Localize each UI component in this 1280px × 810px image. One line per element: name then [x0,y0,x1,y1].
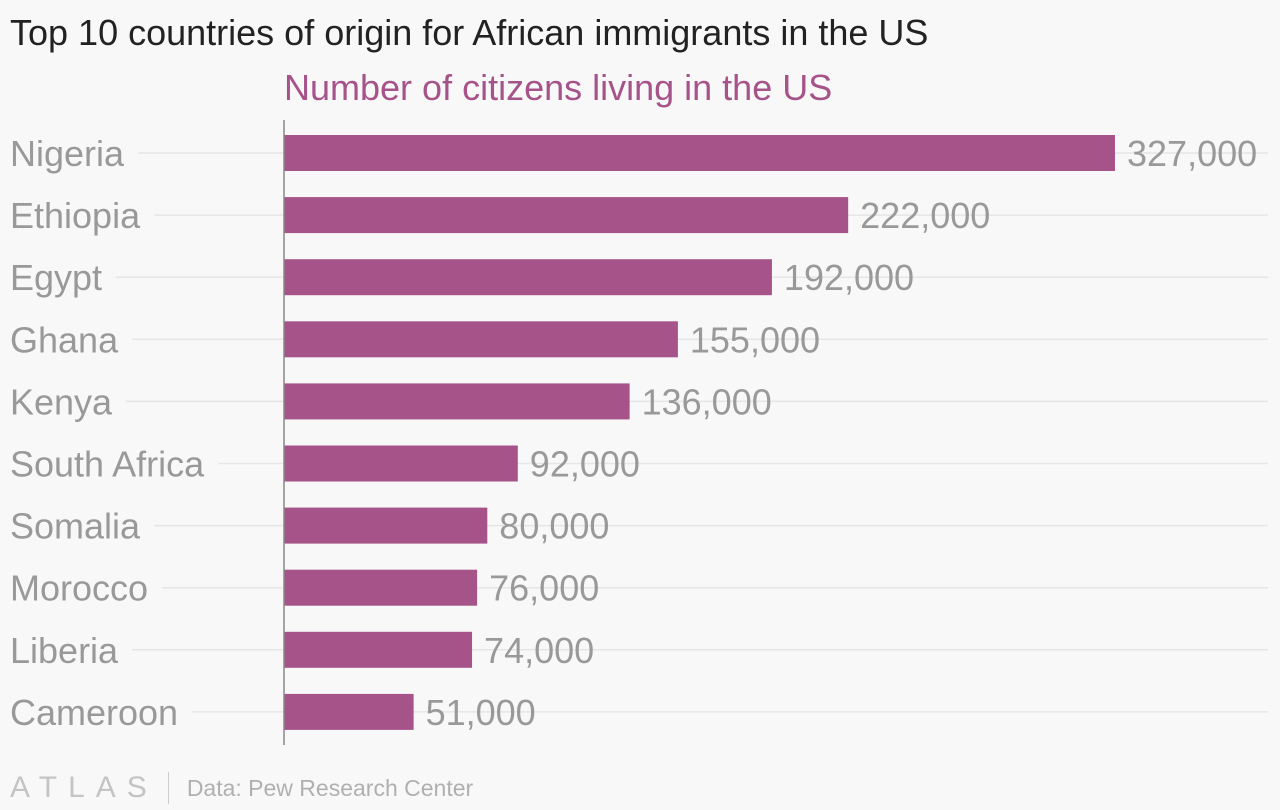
bar [284,259,772,296]
bar-chart: Nigeria 327,000 Ethiopia 222,000 Egypt 192,00… [10,120,1268,745]
category-label: Egypt [10,257,102,298]
bar [284,135,1115,171]
value-label: 92,000 [530,444,640,485]
bar [284,693,414,730]
category-label: Ghana [10,319,119,360]
category-label: Nigeria [10,133,125,174]
chart-subtitle: Number of citizens living in the US [284,67,833,108]
value-label: 80,000 [499,506,609,547]
value-label: 74,000 [484,630,594,671]
atlas-logo: ATLAS [10,771,158,804]
category-label: Kenya [10,381,113,422]
source-note: Data: Pew Research Center [186,774,474,801]
bar [284,383,630,420]
category-label: Cameroon [10,692,178,733]
value-label: 192,000 [784,257,914,298]
value-label: 155,000 [690,319,820,360]
category-label: Somalia [10,506,141,547]
chart-title: Top 10 countries of origin for African i… [10,12,929,53]
category-label: Ethiopia [10,195,141,236]
value-label: 222,000 [860,195,990,236]
bar [284,631,473,668]
category-label: South Africa [10,444,205,485]
footer-divider [167,772,169,804]
value-label: 136,000 [642,381,772,422]
bar [284,321,678,358]
footer: ATLAS Data: Pew Research Center [10,770,473,806]
bar [284,197,849,234]
value-label: 76,000 [489,568,599,609]
bar [284,507,488,544]
value-label: 327,000 [1127,133,1257,174]
bar [284,569,478,606]
value-label: 51,000 [426,692,536,733]
bar [284,445,518,482]
category-label: Morocco [10,568,148,609]
category-label: Liberia [10,630,119,671]
